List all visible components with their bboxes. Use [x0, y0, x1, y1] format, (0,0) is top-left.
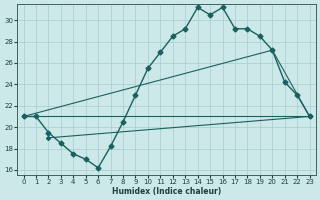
- X-axis label: Humidex (Indice chaleur): Humidex (Indice chaleur): [112, 187, 221, 196]
